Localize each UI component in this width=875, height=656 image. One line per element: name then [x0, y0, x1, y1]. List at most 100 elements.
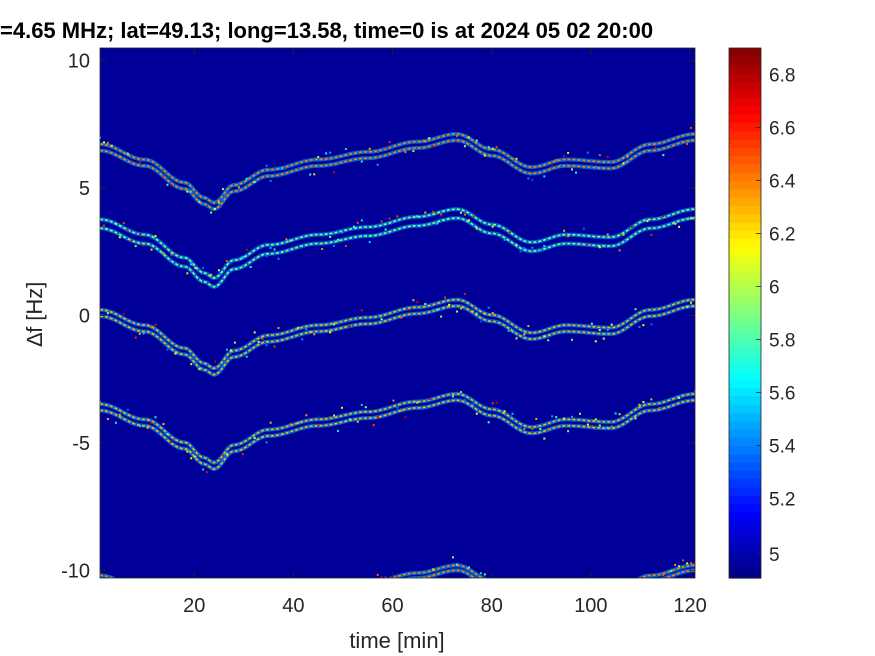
trace-halo [100, 207, 695, 281]
x-tick-label: 60 [381, 595, 403, 617]
trace-speckle [610, 323, 613, 326]
trace-speckle [674, 222, 677, 225]
trace-band [100, 390, 695, 474]
colorbar-segment [729, 370, 761, 380]
trace-speckle [396, 406, 399, 409]
trace-speckle [598, 424, 601, 427]
colorbar-segment [729, 544, 761, 554]
trace-speckle [309, 173, 312, 176]
trace-speckle [495, 145, 498, 148]
trace-speckle [483, 573, 486, 576]
colorbar-segment [729, 155, 761, 165]
colorbar-segment [729, 395, 761, 405]
trace-speckle [186, 272, 189, 275]
trace-speckle [622, 233, 625, 236]
trace-speckle [622, 162, 625, 165]
trace-speckle [138, 332, 141, 335]
trace-speckle [642, 324, 645, 327]
trace-speckle [662, 215, 665, 218]
colorbar-segment [729, 486, 761, 496]
colorbar-segment [729, 163, 761, 173]
trace-speckle [432, 145, 435, 148]
colorbar-segment [729, 313, 761, 322]
trace-speckle [694, 562, 695, 565]
trace-speckle [170, 440, 173, 443]
trace-speckle [650, 585, 652, 587]
trace-speckle [329, 331, 332, 334]
trace-speckle [356, 221, 359, 224]
trace-speckle [135, 584, 137, 586]
colorbar-segment [729, 263, 761, 273]
trace-speckle [606, 426, 609, 429]
trace-speckle [467, 136, 470, 139]
trace-speckle [408, 308, 411, 311]
trace-speckle [134, 245, 137, 248]
trace-speckle [214, 208, 216, 210]
trace-speckle [297, 421, 300, 424]
trace-speckle [253, 437, 256, 439]
colorbar-segment [729, 321, 761, 331]
trace-speckle [654, 146, 657, 149]
y-tick-label: 5 [79, 178, 90, 200]
trace-speckle [527, 325, 530, 328]
trace-speckle [642, 401, 645, 403]
trace-speckle [150, 248, 153, 251]
trace-halo [100, 216, 695, 289]
trace-speckle [598, 154, 601, 157]
trace-speckle [527, 609, 529, 611]
colorbar-segment [729, 478, 761, 488]
trace-speckle [198, 200, 201, 203]
trace-speckle [317, 424, 320, 427]
trace-speckle [594, 340, 597, 343]
colorbar-segment [729, 230, 761, 240]
trace-speckle [277, 257, 280, 260]
colorbar-tick-label: 6 [769, 278, 780, 299]
trace-speckle [591, 585, 593, 587]
trace-speckle [507, 329, 510, 332]
trace-speckle [154, 323, 157, 326]
trace-speckle [416, 215, 419, 218]
trace-speckle [170, 253, 173, 256]
trace-speckle [555, 159, 558, 162]
trace-speckle [190, 457, 193, 460]
trace-speckle [341, 589, 343, 591]
trace-speckle [233, 341, 236, 344]
trace-speckle [313, 173, 316, 176]
trace-speckle [686, 562, 689, 565]
trace-speckle [694, 216, 695, 219]
trace-band [100, 556, 695, 628]
trace-speckle [261, 337, 264, 340]
trace-speckle [333, 414, 335, 417]
colorbar-segment [729, 437, 761, 447]
trace-speckle [432, 308, 435, 311]
trace-speckle [114, 222, 117, 225]
trace-speckle [456, 310, 458, 313]
trace-speckle [543, 604, 545, 606]
trace-speckle [360, 160, 363, 163]
trace-speckle [119, 591, 121, 593]
trace-speckle [214, 626, 216, 628]
trace-speckle [551, 597, 553, 599]
trace-speckle [194, 267, 197, 270]
trace-speckle [118, 155, 121, 158]
trace-speckle [440, 578, 442, 580]
trace-speckle [400, 316, 403, 319]
colorbar-segment [729, 404, 761, 413]
trace-speckle [368, 241, 371, 244]
trace-speckle [567, 235, 570, 238]
trace-speckle [360, 403, 363, 406]
trace-band [100, 126, 695, 214]
trace-speckle [237, 186, 240, 189]
colorbar [728, 47, 762, 579]
trace-speckle [491, 312, 494, 314]
trace-speckle [166, 602, 168, 604]
colorbar-segment [729, 495, 761, 505]
trace-speckle [475, 312, 478, 315]
trace-speckle [658, 583, 660, 585]
trace-speckle [678, 565, 681, 568]
colorbar-segment [729, 205, 761, 215]
trace-speckle [690, 217, 692, 220]
trace-speckle [273, 248, 276, 251]
trace-speckle [582, 227, 585, 230]
